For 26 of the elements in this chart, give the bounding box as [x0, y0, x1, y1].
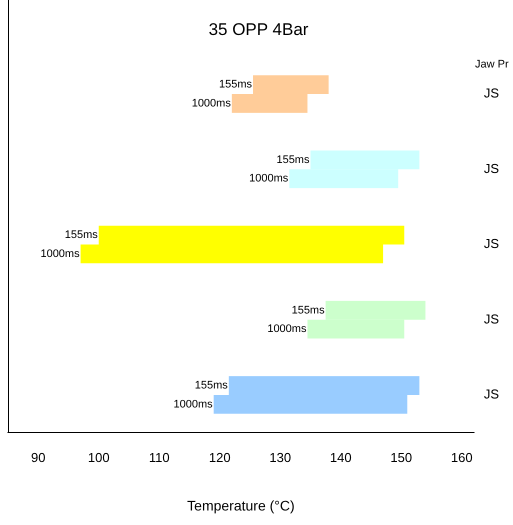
y-axis-title: Jaw Pr — [475, 58, 509, 70]
y-tick-label: JS — [484, 160, 500, 176]
text: 1000ms — [249, 172, 288, 185]
x-tick-label: 140 — [330, 450, 352, 465]
x-axis-title: Temperature (°C) — [187, 497, 295, 514]
x-tick-label: 150 — [390, 450, 412, 465]
text: 155ms — [64, 229, 98, 242]
x-tick-label: 120 — [208, 450, 231, 465]
text: 1000ms — [40, 248, 80, 260]
y-tick-label: JS — [484, 236, 500, 252]
series-label: 1000ms — [192, 97, 232, 110]
y-tick-label: JS — [484, 311, 500, 326]
x-tick-label: 160 — [450, 450, 473, 465]
text: 35 OPP 4Bar — [208, 20, 309, 39]
text: 155ms — [292, 304, 325, 316]
x-tick-label: 110 — [148, 450, 170, 465]
series-label: 155ms — [218, 78, 252, 91]
y-tick-label: JS — [484, 86, 500, 101]
text: 155ms — [194, 380, 228, 392]
x-tick-label: 100 — [88, 450, 110, 465]
text: 155ms — [276, 154, 310, 166]
x-tick-label: 130 — [269, 450, 292, 465]
x-tick-label: 90 — [31, 450, 46, 465]
text: 1000ms — [174, 398, 213, 410]
y-tick-label: JS — [484, 386, 500, 402]
text: 1000ms — [267, 323, 306, 336]
